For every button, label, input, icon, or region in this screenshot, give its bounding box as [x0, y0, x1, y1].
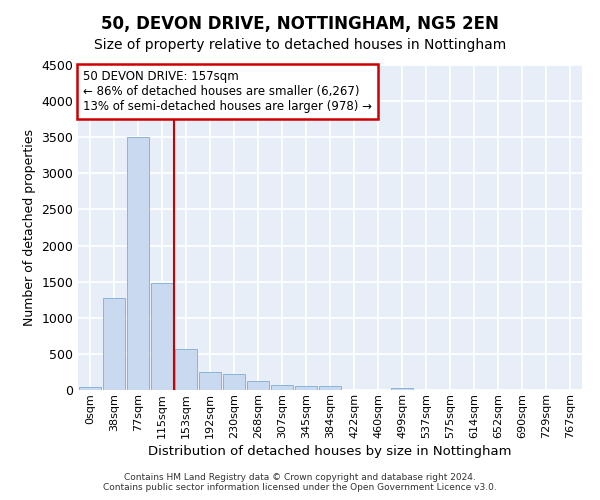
Bar — [127, 137, 149, 390]
Bar — [175, 349, 197, 390]
Bar — [103, 298, 125, 390]
Bar — [199, 372, 221, 390]
Text: Contains HM Land Registry data © Crown copyright and database right 2024.
Contai: Contains HM Land Registry data © Crown c… — [103, 473, 497, 492]
X-axis label: Distribution of detached houses by size in Nottingham: Distribution of detached houses by size … — [148, 445, 512, 458]
Bar — [391, 388, 413, 390]
Bar — [151, 283, 173, 390]
Text: Size of property relative to detached houses in Nottingham: Size of property relative to detached ho… — [94, 38, 506, 52]
Bar — [319, 386, 341, 390]
Text: 50, DEVON DRIVE, NOTTINGHAM, NG5 2EN: 50, DEVON DRIVE, NOTTINGHAM, NG5 2EN — [101, 15, 499, 33]
Bar — [295, 386, 317, 390]
Bar — [79, 387, 101, 390]
Bar — [271, 384, 293, 390]
Text: 50 DEVON DRIVE: 157sqm
← 86% of detached houses are smaller (6,267)
13% of semi-: 50 DEVON DRIVE: 157sqm ← 86% of detached… — [83, 70, 372, 113]
Y-axis label: Number of detached properties: Number of detached properties — [23, 129, 36, 326]
Bar — [223, 374, 245, 390]
Bar — [247, 382, 269, 390]
